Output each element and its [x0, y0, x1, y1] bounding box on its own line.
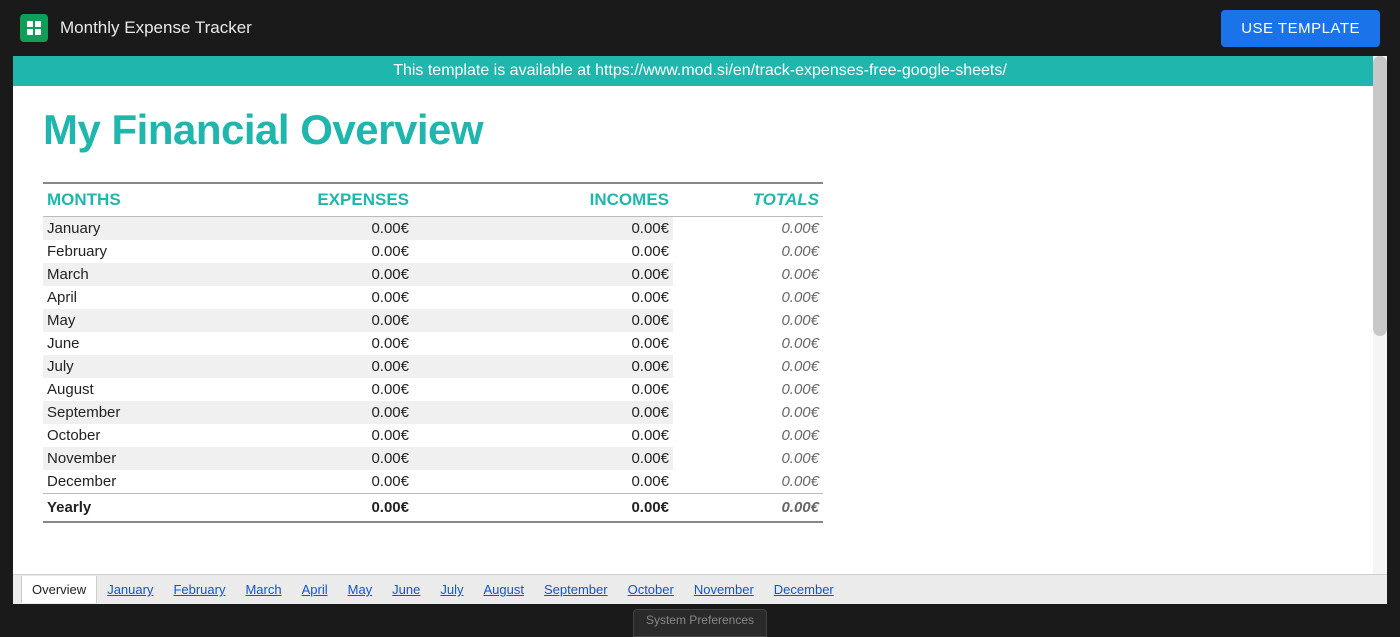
sheet-tab-overview[interactable]: Overview — [21, 576, 97, 603]
bottom-area: System Preferences — [0, 617, 1400, 637]
cell-expenses[interactable]: 0.00€ — [153, 286, 413, 309]
cell-incomes[interactable]: 0.00€ — [413, 494, 673, 523]
table-row[interactable]: June0.00€0.00€0.00€ — [43, 332, 823, 355]
cell-totals[interactable]: 0.00€ — [673, 470, 823, 494]
table-header-row: MONTHS EXPENSES INCOMES TOTALS — [43, 183, 823, 217]
table-row[interactable]: January0.00€0.00€0.00€ — [43, 217, 823, 241]
sheet-tab-march[interactable]: March — [235, 576, 291, 603]
cell-totals[interactable]: 0.00€ — [673, 263, 823, 286]
cell-expenses[interactable]: 0.00€ — [153, 424, 413, 447]
use-template-button[interactable]: USE TEMPLATE — [1221, 10, 1380, 47]
col-header-incomes: INCOMES — [413, 183, 673, 217]
cell-totals[interactable]: 0.00€ — [673, 240, 823, 263]
financial-overview-table: MONTHS EXPENSES INCOMES TOTALS January0.… — [43, 182, 823, 523]
col-header-expenses: EXPENSES — [153, 183, 413, 217]
cell-month[interactable]: November — [43, 447, 153, 470]
table-row-yearly[interactable]: Yearly0.00€0.00€0.00€ — [43, 494, 823, 523]
sheet-tab-february[interactable]: February — [163, 576, 235, 603]
sheet-tab-june[interactable]: June — [382, 576, 430, 603]
cell-expenses[interactable]: 0.00€ — [153, 378, 413, 401]
cell-month[interactable]: August — [43, 378, 153, 401]
sheet-tab-august[interactable]: August — [474, 576, 534, 603]
table-row[interactable]: November0.00€0.00€0.00€ — [43, 447, 823, 470]
top-left: Monthly Expense Tracker — [20, 14, 252, 42]
cell-month[interactable]: July — [43, 355, 153, 378]
cell-incomes[interactable]: 0.00€ — [413, 355, 673, 378]
cell-expenses[interactable]: 0.00€ — [153, 332, 413, 355]
cell-expenses[interactable]: 0.00€ — [153, 447, 413, 470]
cell-incomes[interactable]: 0.00€ — [413, 240, 673, 263]
cell-incomes[interactable]: 0.00€ — [413, 470, 673, 494]
sheet-tab-april[interactable]: April — [292, 576, 338, 603]
sheet-tab-november[interactable]: November — [684, 576, 764, 603]
cell-totals[interactable]: 0.00€ — [673, 217, 823, 241]
document-title: Monthly Expense Tracker — [60, 18, 252, 38]
cell-month[interactable]: Yearly — [43, 494, 153, 523]
system-preferences-label: System Preferences — [633, 609, 767, 637]
cell-expenses[interactable]: 0.00€ — [153, 401, 413, 424]
cell-totals[interactable]: 0.00€ — [673, 332, 823, 355]
sheet-tab-may[interactable]: May — [338, 576, 383, 603]
cell-incomes[interactable]: 0.00€ — [413, 424, 673, 447]
cell-incomes[interactable]: 0.00€ — [413, 309, 673, 332]
table-row[interactable]: February0.00€0.00€0.00€ — [43, 240, 823, 263]
cell-incomes[interactable]: 0.00€ — [413, 401, 673, 424]
sheet-tab-december[interactable]: December — [764, 576, 844, 603]
cell-totals[interactable]: 0.00€ — [673, 286, 823, 309]
cell-incomes[interactable]: 0.00€ — [413, 217, 673, 241]
cell-totals[interactable]: 0.00€ — [673, 447, 823, 470]
table-row[interactable]: July0.00€0.00€0.00€ — [43, 355, 823, 378]
cell-expenses[interactable]: 0.00€ — [153, 263, 413, 286]
sheet-tab-january[interactable]: January — [97, 576, 163, 603]
cell-totals[interactable]: 0.00€ — [673, 309, 823, 332]
table-row[interactable]: December0.00€0.00€0.00€ — [43, 470, 823, 494]
cell-month[interactable]: June — [43, 332, 153, 355]
col-header-months: MONTHS — [43, 183, 153, 217]
cell-incomes[interactable]: 0.00€ — [413, 332, 673, 355]
cell-month[interactable]: January — [43, 217, 153, 241]
cell-expenses[interactable]: 0.00€ — [153, 355, 413, 378]
cell-incomes[interactable]: 0.00€ — [413, 378, 673, 401]
google-sheets-icon[interactable] — [20, 14, 48, 42]
cell-month[interactable]: February — [43, 240, 153, 263]
cell-incomes[interactable]: 0.00€ — [413, 263, 673, 286]
sheet-tab-july[interactable]: July — [430, 576, 473, 603]
cell-month[interactable]: October — [43, 424, 153, 447]
cell-month[interactable]: December — [43, 470, 153, 494]
table-row[interactable]: August0.00€0.00€0.00€ — [43, 378, 823, 401]
content-area: My Financial Overview MONTHS EXPENSES IN… — [13, 86, 1387, 523]
cell-expenses[interactable]: 0.00€ — [153, 309, 413, 332]
vertical-scrollbar[interactable] — [1373, 56, 1387, 574]
cell-expenses[interactable]: 0.00€ — [153, 217, 413, 241]
sheet-container: This template is available at https://ww… — [13, 56, 1387, 604]
table-row[interactable]: April0.00€0.00€0.00€ — [43, 286, 823, 309]
scrollbar-thumb[interactable] — [1373, 56, 1387, 336]
cell-month[interactable]: April — [43, 286, 153, 309]
cell-expenses[interactable]: 0.00€ — [153, 240, 413, 263]
sheet-tabs-bar: OverviewJanuaryFebruaryMarchAprilMayJune… — [13, 574, 1387, 604]
top-bar: Monthly Expense Tracker USE TEMPLATE — [0, 0, 1400, 56]
table-row[interactable]: May0.00€0.00€0.00€ — [43, 309, 823, 332]
info-banner: This template is available at https://ww… — [13, 56, 1387, 86]
cell-month[interactable]: March — [43, 263, 153, 286]
page-title: My Financial Overview — [43, 106, 1357, 154]
cell-incomes[interactable]: 0.00€ — [413, 447, 673, 470]
sheet-tab-september[interactable]: September — [534, 576, 618, 603]
cell-expenses[interactable]: 0.00€ — [153, 470, 413, 494]
cell-totals[interactable]: 0.00€ — [673, 355, 823, 378]
cell-totals[interactable]: 0.00€ — [673, 401, 823, 424]
cell-totals[interactable]: 0.00€ — [673, 424, 823, 447]
table-row[interactable]: September0.00€0.00€0.00€ — [43, 401, 823, 424]
cell-month[interactable]: September — [43, 401, 153, 424]
cell-totals[interactable]: 0.00€ — [673, 378, 823, 401]
sheet-tab-october[interactable]: October — [618, 576, 684, 603]
cell-month[interactable]: May — [43, 309, 153, 332]
cell-incomes[interactable]: 0.00€ — [413, 286, 673, 309]
cell-expenses[interactable]: 0.00€ — [153, 494, 413, 523]
table-row[interactable]: October0.00€0.00€0.00€ — [43, 424, 823, 447]
table-row[interactable]: March0.00€0.00€0.00€ — [43, 263, 823, 286]
cell-totals[interactable]: 0.00€ — [673, 494, 823, 523]
col-header-totals: TOTALS — [673, 183, 823, 217]
